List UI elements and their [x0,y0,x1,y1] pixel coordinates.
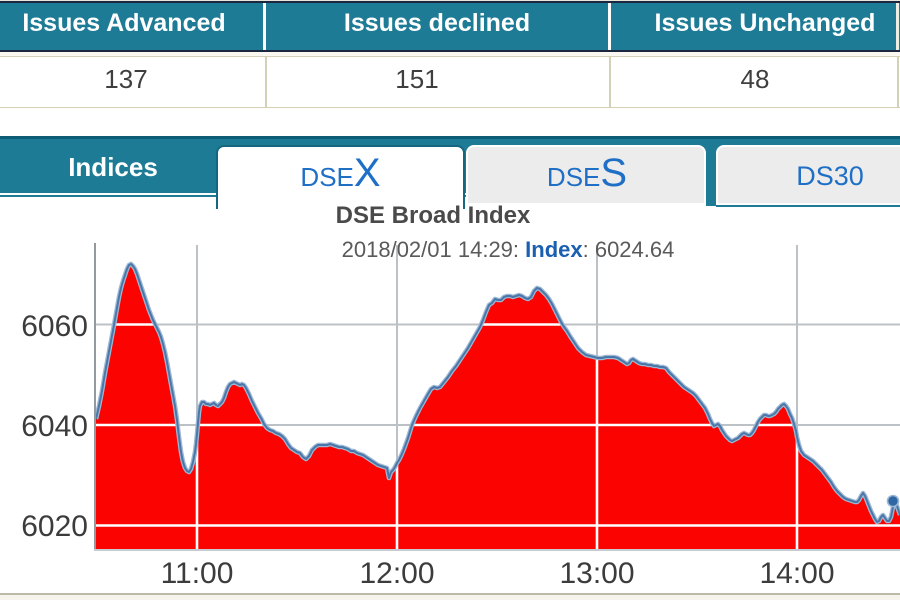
svg-text:6040: 6040 [21,410,88,443]
svg-text:6060: 6060 [21,310,88,343]
svg-text:11:00: 11:00 [161,557,234,590]
svg-text:14:00: 14:00 [759,557,834,590]
svg-text:13:00: 13:00 [559,557,634,590]
svg-text:12:00: 12:00 [359,557,434,590]
svg-text:6020: 6020 [21,510,88,543]
